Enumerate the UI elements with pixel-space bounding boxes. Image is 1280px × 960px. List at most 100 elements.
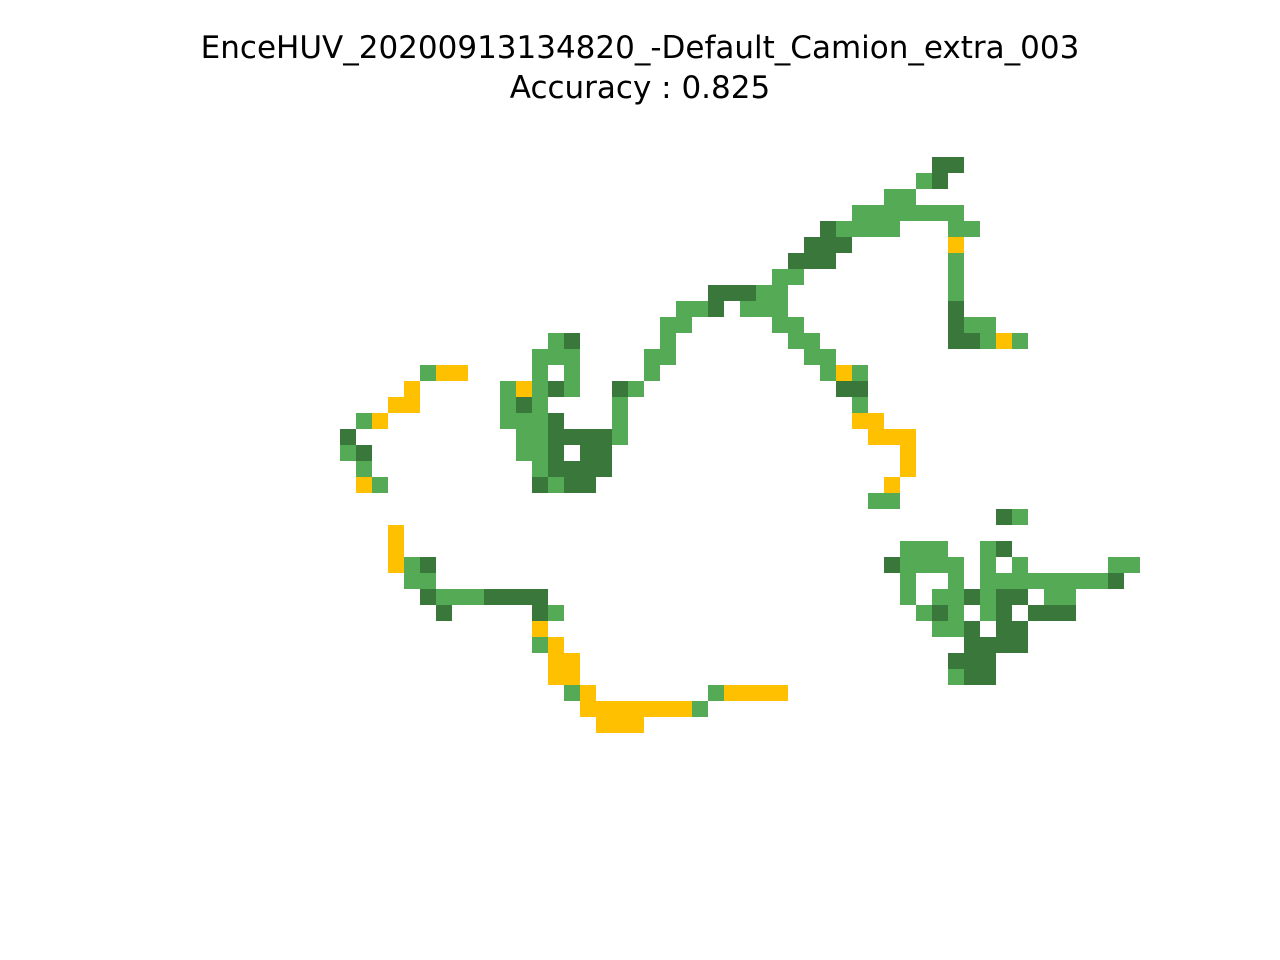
- light-green-cell: [820, 349, 836, 365]
- light-green-cell: [532, 381, 548, 397]
- light-green-cell: [532, 445, 548, 461]
- light-green-cell: [884, 189, 900, 205]
- dark-green-cell: [548, 461, 564, 477]
- yellow-cell: [404, 381, 420, 397]
- light-green-cell: [868, 205, 884, 221]
- light-green-cell: [948, 221, 964, 237]
- yellow-cell: [580, 685, 596, 701]
- light-green-cell: [532, 397, 548, 413]
- dark-green-cell: [1044, 605, 1060, 621]
- light-green-cell: [1060, 573, 1076, 589]
- light-green-cell: [660, 333, 676, 349]
- dark-green-cell: [580, 429, 596, 445]
- yellow-cell: [884, 477, 900, 493]
- dark-green-cell: [708, 301, 724, 317]
- light-green-cell: [980, 557, 996, 573]
- dark-green-cell: [980, 653, 996, 669]
- dark-green-cell: [932, 157, 948, 173]
- light-green-cell: [852, 365, 868, 381]
- light-green-cell: [964, 221, 980, 237]
- light-green-cell: [900, 205, 916, 221]
- yellow-cell: [628, 717, 644, 733]
- dark-green-cell: [516, 589, 532, 605]
- dark-green-cell: [580, 461, 596, 477]
- dark-green-cell: [804, 253, 820, 269]
- yellow-cell: [772, 685, 788, 701]
- yellow-cell: [564, 669, 580, 685]
- light-green-cell: [868, 493, 884, 509]
- light-green-cell: [356, 413, 372, 429]
- dark-green-cell: [532, 605, 548, 621]
- dark-green-cell: [420, 557, 436, 573]
- dark-green-cell: [948, 333, 964, 349]
- light-green-cell: [948, 621, 964, 637]
- yellow-cell: [900, 429, 916, 445]
- dark-green-cell: [532, 589, 548, 605]
- light-green-cell: [564, 381, 580, 397]
- light-green-cell: [612, 413, 628, 429]
- dark-green-cell: [948, 653, 964, 669]
- light-green-cell: [916, 541, 932, 557]
- light-green-cell: [1028, 573, 1044, 589]
- light-green-cell: [676, 317, 692, 333]
- dark-green-cell: [596, 429, 612, 445]
- light-green-cell: [692, 701, 708, 717]
- light-green-cell: [564, 365, 580, 381]
- dark-green-cell: [996, 589, 1012, 605]
- yellow-cell: [836, 365, 852, 381]
- light-green-cell: [980, 317, 996, 333]
- light-green-cell: [948, 269, 964, 285]
- dark-green-cell: [1028, 605, 1044, 621]
- yellow-cell: [900, 445, 916, 461]
- dark-green-cell: [996, 509, 1012, 525]
- figure-title: EnceHUV_20200913134820_-Default_Camion_e…: [200, 30, 1080, 66]
- light-green-cell: [1012, 557, 1028, 573]
- dark-green-cell: [964, 637, 980, 653]
- light-green-cell: [948, 285, 964, 301]
- yellow-cell: [660, 701, 676, 717]
- light-green-cell: [980, 333, 996, 349]
- light-green-cell: [916, 605, 932, 621]
- dark-green-cell: [420, 589, 436, 605]
- light-green-cell: [948, 605, 964, 621]
- light-green-cell: [644, 365, 660, 381]
- dark-green-cell: [804, 237, 820, 253]
- light-green-cell: [692, 301, 708, 317]
- yellow-cell: [436, 365, 452, 381]
- light-green-cell: [788, 333, 804, 349]
- light-green-cell: [948, 669, 964, 685]
- yellow-cell: [900, 461, 916, 477]
- dark-green-cell: [1012, 621, 1028, 637]
- dark-green-cell: [564, 477, 580, 493]
- light-green-cell: [948, 573, 964, 589]
- dark-green-cell: [340, 429, 356, 445]
- light-green-cell: [532, 349, 548, 365]
- dark-green-cell: [788, 253, 804, 269]
- dark-green-cell: [548, 445, 564, 461]
- light-green-cell: [948, 589, 964, 605]
- light-green-cell: [1108, 557, 1124, 573]
- light-green-cell: [996, 573, 1012, 589]
- light-green-cell: [1060, 589, 1076, 605]
- light-green-cell: [660, 317, 676, 333]
- light-green-cell: [612, 397, 628, 413]
- yellow-cell: [868, 429, 884, 445]
- light-green-cell: [676, 301, 692, 317]
- light-green-cell: [532, 413, 548, 429]
- light-green-cell: [404, 573, 420, 589]
- light-green-cell: [628, 381, 644, 397]
- light-green-cell: [1076, 573, 1092, 589]
- dark-green-cell: [996, 621, 1012, 637]
- light-green-cell: [564, 685, 580, 701]
- dark-green-cell: [948, 301, 964, 317]
- light-green-cell: [612, 429, 628, 445]
- light-green-cell: [772, 301, 788, 317]
- dark-green-cell: [948, 157, 964, 173]
- light-green-cell: [436, 589, 452, 605]
- dark-green-cell: [532, 477, 548, 493]
- light-green-cell: [1092, 573, 1108, 589]
- dark-green-cell: [564, 429, 580, 445]
- yellow-cell: [612, 717, 628, 733]
- dark-green-cell: [820, 253, 836, 269]
